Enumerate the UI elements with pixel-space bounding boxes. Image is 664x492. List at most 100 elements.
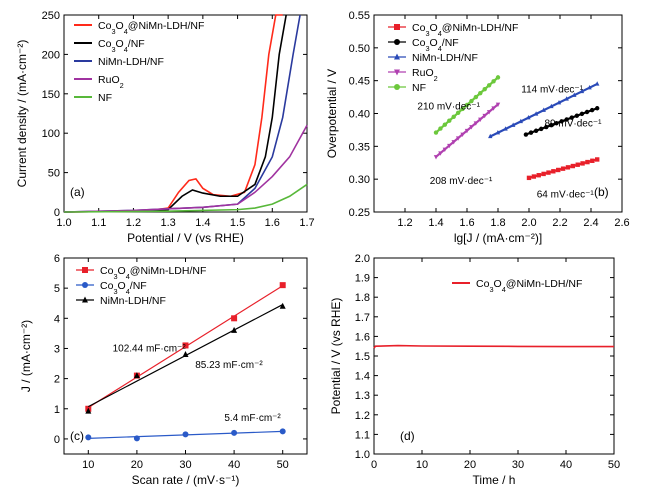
x-tick-label: 40 bbox=[560, 459, 572, 471]
y-tick-label: 1.1 bbox=[355, 429, 370, 441]
legend-entry: Co3O4/NF bbox=[98, 38, 145, 54]
x-tick-label: 40 bbox=[228, 459, 240, 471]
data-point bbox=[585, 159, 590, 165]
panel-b: 1.2 1.4 1.6 1.8 2.0 2.2 2.4 2.6 0.25 0.30 0.35 0.40… bbox=[325, 10, 630, 245]
data-point bbox=[565, 165, 571, 170]
x-tick-label: 50 bbox=[277, 459, 289, 471]
y-tick-label: 4 bbox=[54, 313, 60, 325]
y-tick-label: 0.25 bbox=[349, 207, 370, 219]
slope-label: 5.4 mF·cm⁻² bbox=[224, 413, 281, 424]
x-tick-label: 2.0 bbox=[521, 217, 536, 229]
y-tick-label: 0 bbox=[54, 207, 60, 219]
y-tick-label: 1 bbox=[54, 404, 60, 416]
data-point bbox=[495, 130, 501, 135]
y-tick-label: 0.45 bbox=[349, 76, 370, 88]
x-tick-label: 10 bbox=[82, 459, 94, 471]
series-line bbox=[63, 14, 283, 213]
data-point bbox=[574, 113, 580, 118]
slope-label: 208 mV·dec⁻¹ bbox=[430, 176, 493, 187]
data-point bbox=[394, 24, 400, 30]
x-tick-label: 1.4 bbox=[195, 217, 210, 229]
data-point bbox=[564, 117, 569, 122]
data-point bbox=[469, 125, 474, 130]
y-tick-label: 1.4 bbox=[355, 371, 370, 383]
y-tick-label: 50 bbox=[48, 168, 60, 180]
legend-entry: Co3O4@NiMn-LDH/NF bbox=[476, 278, 582, 294]
plot-frame bbox=[63, 14, 308, 213]
data-point bbox=[82, 282, 88, 288]
y-tick-label: 6 bbox=[54, 253, 60, 265]
data-point bbox=[438, 151, 443, 156]
x-tick-label: 2.4 bbox=[583, 217, 598, 229]
data-point bbox=[589, 107, 595, 113]
x-axis-label: lg[J / (mA·cm⁻²)] bbox=[454, 231, 542, 245]
x-tick-label: 10 bbox=[416, 459, 428, 471]
x-tick-label: 1.6 bbox=[265, 217, 280, 229]
legend-entry: NiMn-LDH/NF bbox=[98, 56, 164, 68]
slope-label: 102.44 mF·cm⁻² bbox=[113, 343, 187, 354]
data-point bbox=[579, 111, 585, 117]
x-tick-label: 1.2 bbox=[397, 217, 412, 229]
data-point bbox=[394, 69, 400, 76]
y-tick-label: 1.7 bbox=[355, 312, 370, 324]
data-point bbox=[279, 282, 286, 289]
y-tick-label: 0.35 bbox=[349, 141, 370, 153]
panel-c: 10 20 30 40 50 0 1 2 3 4 5 6 Scan rate / (mV·s⁻¹) J /… bbox=[19, 253, 308, 487]
data-point bbox=[469, 98, 474, 104]
x-tick-label: 30 bbox=[512, 459, 524, 471]
data-point bbox=[560, 166, 566, 171]
legend-entry: Co3O4/NF bbox=[100, 280, 147, 296]
data-point bbox=[85, 407, 92, 414]
y-tick-label: 0.50 bbox=[349, 43, 370, 55]
y-tick-label: 1.3 bbox=[355, 390, 370, 402]
slope-label: 64 mV·dec⁻¹ bbox=[537, 190, 595, 201]
data-point bbox=[503, 126, 508, 131]
data-point bbox=[528, 130, 534, 135]
y-tick-label: 3 bbox=[54, 343, 60, 355]
data-point bbox=[495, 75, 501, 80]
data-point bbox=[526, 115, 531, 120]
y-tick-label: 200 bbox=[42, 49, 60, 61]
data-point bbox=[394, 39, 400, 45]
data-point bbox=[279, 302, 286, 309]
slope-label: 85.23 mF·cm⁻² bbox=[195, 360, 263, 371]
y-tick-label: 1.2 bbox=[355, 410, 370, 422]
data-point bbox=[575, 162, 580, 167]
x-tick-label: 1.1 bbox=[91, 217, 106, 229]
data-point bbox=[495, 102, 501, 108]
x-tick-label: 1.2 bbox=[126, 217, 141, 229]
data-point bbox=[556, 100, 562, 105]
y-tick-label: 1.6 bbox=[355, 331, 370, 343]
data-point bbox=[531, 174, 537, 179]
data-point bbox=[438, 126, 443, 131]
y-tick-label: 2.0 bbox=[355, 253, 370, 265]
data-point bbox=[486, 110, 492, 115]
data-point bbox=[590, 158, 595, 163]
data-point bbox=[572, 92, 577, 97]
series-line bbox=[63, 124, 308, 213]
y-tick-label: 1.8 bbox=[355, 292, 370, 304]
x-tick-label: 2.2 bbox=[552, 217, 567, 229]
y-tick-label: 2 bbox=[54, 374, 60, 386]
data-point bbox=[526, 175, 532, 181]
data-point bbox=[538, 126, 544, 132]
data-point bbox=[584, 109, 590, 115]
data-point bbox=[486, 83, 492, 88]
y-tick-label: 5 bbox=[54, 283, 60, 295]
y-tick-label: 1.9 bbox=[355, 273, 370, 285]
legend-entry: NiMn-LDH/NF bbox=[412, 52, 478, 64]
data-point bbox=[447, 118, 452, 123]
data-point bbox=[455, 110, 461, 116]
y-axis-label: Overpotential / V bbox=[325, 69, 339, 158]
data-point bbox=[491, 106, 496, 111]
data-point bbox=[182, 350, 189, 357]
data-point bbox=[533, 128, 539, 133]
y-tick-label: 0 bbox=[54, 434, 60, 446]
data-point bbox=[182, 342, 189, 349]
data-point bbox=[595, 106, 600, 111]
x-tick-label: 1.7 bbox=[299, 217, 314, 229]
x-tick-label: 1.0 bbox=[56, 217, 71, 229]
data-point bbox=[394, 53, 400, 60]
data-point bbox=[570, 163, 576, 169]
